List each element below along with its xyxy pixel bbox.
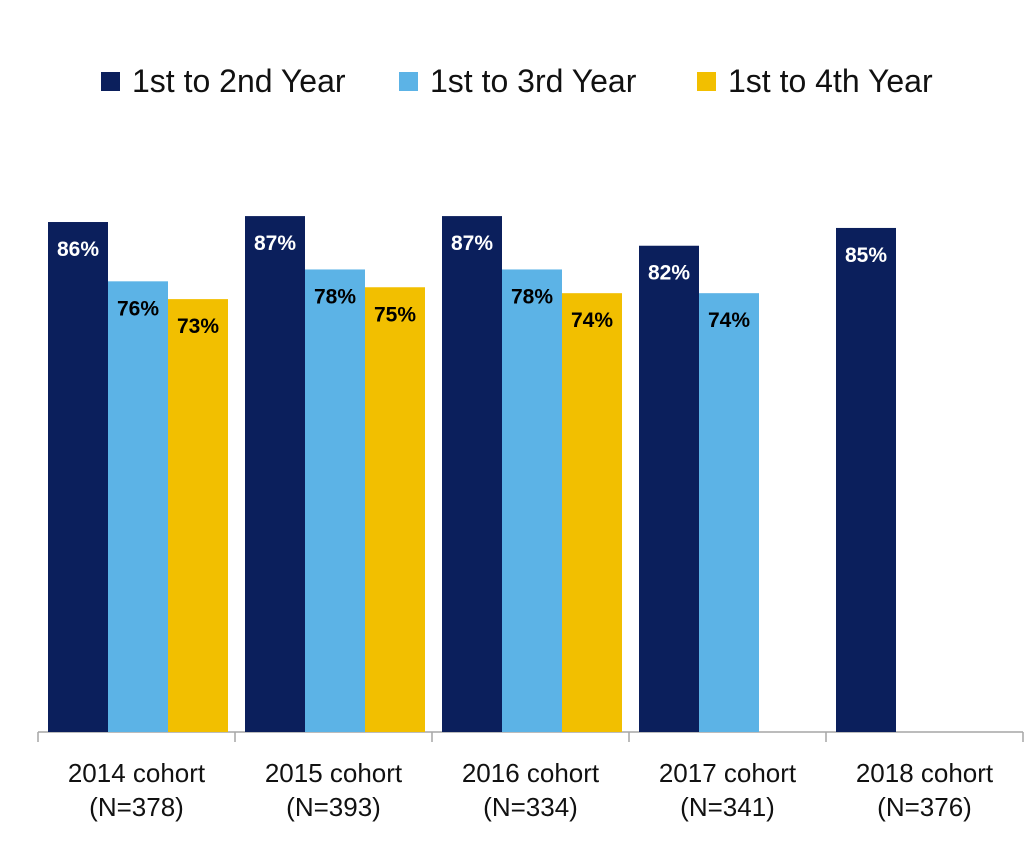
x-tick-label-2015-cohort: 2015 cohort [265, 758, 403, 788]
data-label-1st-to-2nd-year-2014-cohort: 86% [57, 238, 99, 261]
legend-item-1st-to-3rd-year: 1st to 3rd Year [399, 56, 636, 106]
data-label-1st-to-2nd-year-2015-cohort: 87% [254, 232, 296, 255]
bar-1st-to-2nd-year-2015-cohort [245, 216, 305, 733]
data-label-1st-to-4th-year-2016-cohort: 74% [571, 309, 613, 332]
legend-label-1st-to-3rd-year: 1st to 3rd Year [430, 62, 637, 99]
legend-label-1st-to-4th-year: 1st to 4th Year [728, 62, 933, 99]
data-label-1st-to-4th-year-2015-cohort: 75% [374, 303, 416, 326]
bar-1st-to-4th-year-2014-cohort [168, 299, 228, 732]
data-label-1st-to-3rd-year-2016-cohort: 78% [511, 285, 553, 308]
bar-1st-to-2nd-year-2014-cohort [48, 222, 108, 732]
data-label-1st-to-2nd-year-2018-cohort: 85% [845, 244, 887, 267]
x-tick-sublabel-2014-cohort: (N=378) [89, 792, 184, 822]
data-label-1st-to-3rd-year-2014-cohort: 76% [117, 297, 159, 320]
x-tick-label-2014-cohort: 2014 cohort [68, 758, 206, 788]
bar-1st-to-2nd-year-2018-cohort [836, 227, 896, 732]
bar-1st-to-4th-year-2015-cohort [365, 287, 425, 732]
bar-1st-to-3rd-year-2017-cohort [699, 293, 759, 732]
data-label-1st-to-3rd-year-2017-cohort: 74% [708, 309, 750, 332]
bar-1st-to-2nd-year-2016-cohort [442, 216, 502, 733]
chart-legend: 1st to 2nd Year 1st to 3rd Year 1st to 4… [0, 56, 1024, 106]
legend-swatch-1st-to-4th-year [697, 71, 716, 91]
data-label-1st-to-2nd-year-2016-cohort: 87% [451, 232, 493, 255]
legend-swatch-1st-to-3rd-year [399, 71, 418, 91]
x-tick-label-2017-cohort: 2017 cohort [659, 758, 797, 788]
x-tick-sublabel-2018-cohort: (N=376) [877, 792, 972, 822]
bar-1st-to-3rd-year-2015-cohort [305, 269, 365, 732]
data-label-1st-to-2nd-year-2017-cohort: 82% [648, 262, 690, 285]
x-tick-sublabel-2017-cohort: (N=341) [680, 792, 775, 822]
x-tick-sublabel-2016-cohort: (N=334) [483, 792, 578, 822]
bar-1st-to-2nd-year-2017-cohort [639, 245, 699, 733]
legend-item-1st-to-2nd-year: 1st to 2nd Year [101, 56, 346, 106]
x-tick-label-2016-cohort: 2016 cohort [462, 758, 600, 788]
bar-1st-to-3rd-year-2014-cohort [108, 281, 168, 732]
legend-item-1st-to-4th-year: 1st to 4th Year [697, 56, 933, 106]
x-tick-sublabel-2015-cohort: (N=393) [286, 792, 381, 822]
data-label-1st-to-3rd-year-2015-cohort: 78% [314, 285, 356, 308]
data-label-1st-to-4th-year-2014-cohort: 73% [177, 315, 219, 338]
x-tick-label-2018-cohort: 2018 cohort [856, 758, 994, 788]
legend-swatch-1st-to-2nd-year [101, 71, 120, 91]
bar-1st-to-4th-year-2016-cohort [562, 293, 622, 732]
bar-1st-to-3rd-year-2016-cohort [502, 269, 562, 732]
legend-label-1st-to-2nd-year: 1st to 2nd Year [132, 62, 346, 99]
